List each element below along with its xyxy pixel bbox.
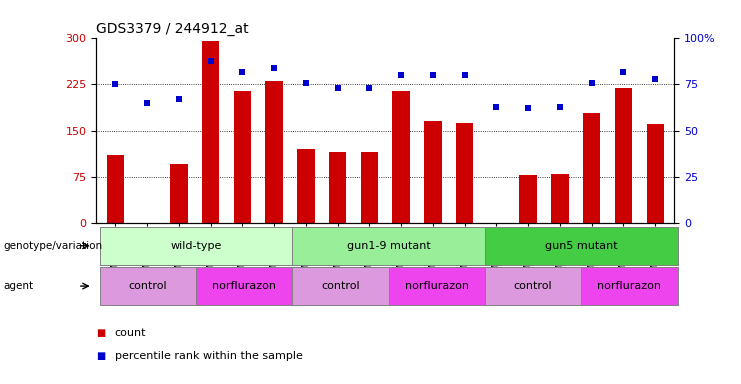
Bar [519,175,537,223]
Point [268,65,280,71]
Point [459,72,471,78]
Bar [456,123,473,223]
Text: count: count [115,328,147,338]
Point [617,68,629,74]
Text: ■: ■ [96,328,105,338]
Point [332,85,344,91]
Point [522,105,534,111]
Point [554,104,566,110]
Point [173,96,185,102]
Point [649,76,661,82]
Bar [265,81,283,223]
Point [205,58,216,64]
Text: norflurazon: norflurazon [405,281,469,291]
Text: gun5 mutant: gun5 mutant [545,241,617,251]
Bar [233,91,251,223]
Bar [202,41,219,223]
Text: norflurazon: norflurazon [212,281,276,291]
Text: control: control [128,281,167,291]
Text: agent: agent [4,281,34,291]
Bar [393,91,410,223]
Text: genotype/variation: genotype/variation [4,241,103,251]
Point [586,79,598,86]
Bar [615,88,632,223]
Point [491,104,502,110]
Point [110,81,122,88]
Text: GDS3379 / 244912_at: GDS3379 / 244912_at [96,22,249,36]
Point [395,72,407,78]
Text: norflurazon: norflurazon [597,281,662,291]
Bar [297,149,315,223]
Text: control: control [321,281,359,291]
Text: control: control [514,281,552,291]
Bar [361,152,378,223]
Bar [551,174,568,223]
Point [142,100,153,106]
Point [236,68,248,74]
Point [364,85,376,91]
Bar [646,124,664,223]
Text: gun1-9 mutant: gun1-9 mutant [347,241,431,251]
Text: ■: ■ [96,351,105,361]
Bar [424,121,442,223]
Bar [170,164,187,223]
Point [427,72,439,78]
Text: percentile rank within the sample: percentile rank within the sample [115,351,303,361]
Bar [583,113,600,223]
Bar [107,155,124,223]
Point [300,79,312,86]
Text: wild-type: wild-type [170,241,222,251]
Bar [329,152,346,223]
